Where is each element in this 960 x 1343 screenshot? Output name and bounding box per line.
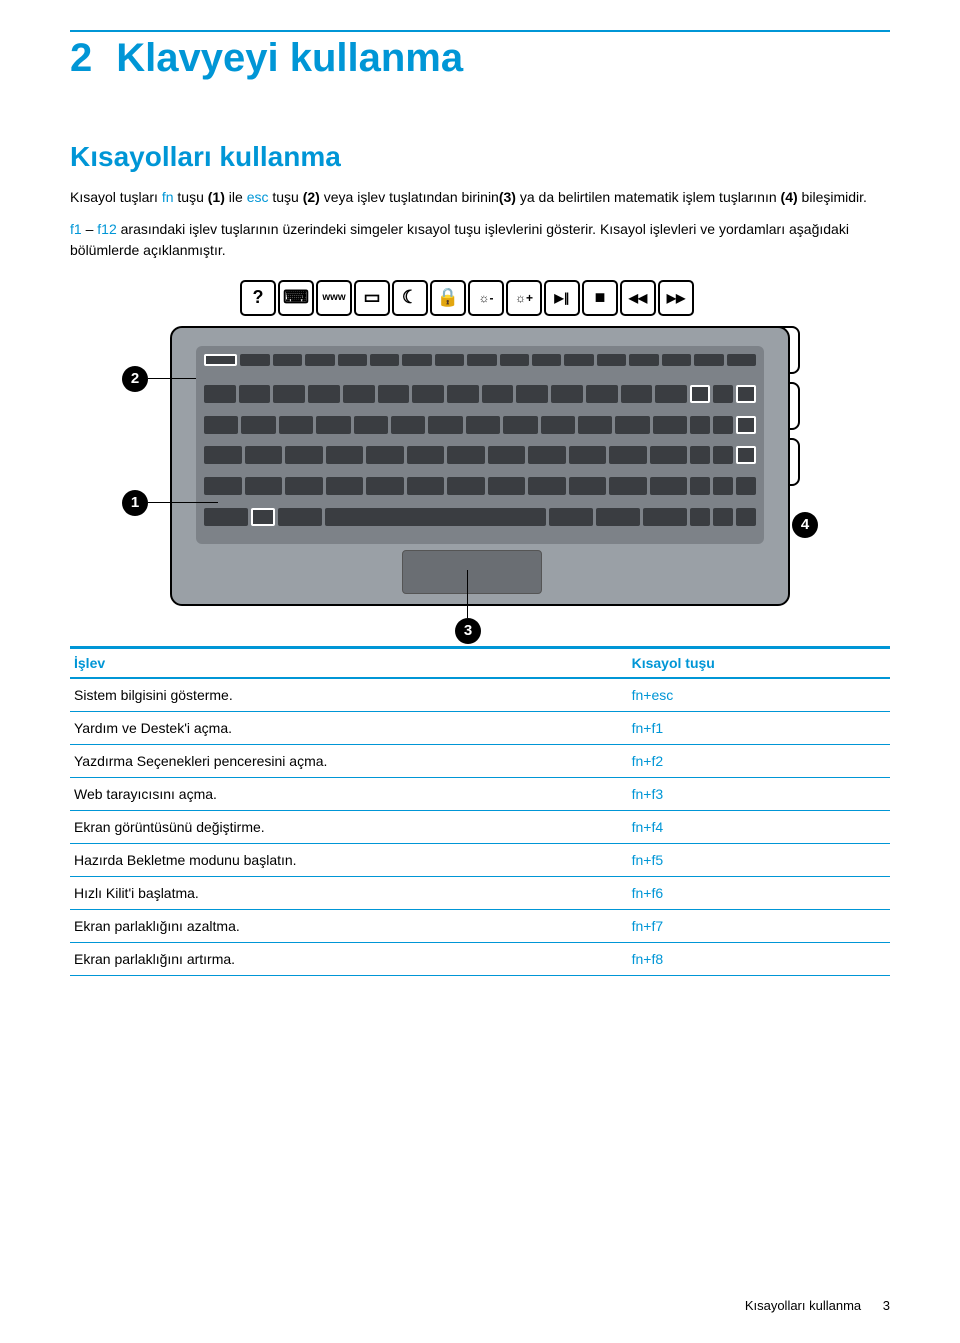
lock-icon: 🔒 <box>430 280 466 316</box>
table-row: Web tarayıcısını açma.fn+f3 <box>70 778 890 810</box>
p1-text: tuşu <box>174 189 208 205</box>
table-row: Ekran parlaklığını artırma.fn+f8 <box>70 943 890 975</box>
intro-paragraph-1: Kısayol tuşları fn tuşu (1) ile esc tuşu… <box>70 187 890 207</box>
keyboard-diagram: ? ⌨ www ▭ ☾ 🔒 ☼- ☼+ ▶∥ ■ ◀◀ ▶▶ 🔇 🔉 🔊 <box>170 280 790 606</box>
table-row: Yardım ve Destek'i açma.fn+f1 <box>70 712 890 744</box>
row-shortcut: fn+f2 <box>628 745 890 777</box>
p2-text: arasındaki işlev tuşlarının üzerindeki s… <box>70 221 849 257</box>
table-header-row: İşlev Kısayol tuşu <box>70 648 890 677</box>
p1-text: Kısayol tuşları <box>70 189 162 205</box>
row-function: Hazırda Bekletme modunu başlatın. <box>70 844 628 876</box>
row-function: Ekran parlaklığını azaltma. <box>70 910 628 942</box>
p2-f12: f12 <box>97 221 116 237</box>
keyboard-rows <box>204 354 756 536</box>
table-row: Hızlı Kilit'i başlatma.fn+f6 <box>70 877 890 909</box>
callout-1: 1 <box>122 490 148 516</box>
footer-page-number: 3 <box>883 1298 890 1313</box>
chapter-number: 2 <box>70 36 92 81</box>
table-row: Ekran parlaklığını azaltma.fn+f7 <box>70 910 890 942</box>
row-function: Sistem bilgisini gösterme. <box>70 679 628 711</box>
display-icon: ▭ <box>354 280 390 316</box>
stop-icon: ■ <box>582 280 618 316</box>
p1-n1: (1) <box>208 189 225 205</box>
keyboard-area <box>196 346 764 544</box>
brightness-down-icon: ☼- <box>468 280 504 316</box>
touchpad <box>402 550 542 594</box>
sleep-icon: ☾ <box>392 280 428 316</box>
play-pause-icon: ▶∥ <box>544 280 580 316</box>
laptop-illustration <box>170 326 790 606</box>
p1-text: bileşimidir. <box>798 189 867 205</box>
row-function: Ekran görüntüsünü değiştirme. <box>70 811 628 843</box>
row-shortcut: fn+f4 <box>628 811 890 843</box>
leader-line <box>148 378 196 379</box>
row-shortcut: fn+esc <box>628 679 890 711</box>
hotkey-table: İşlev Kısayol tuşu Sistem bilgisini göst… <box>70 646 890 976</box>
p1-text: ya da belirtilen matematik işlem tuşları… <box>516 189 781 205</box>
top-rule <box>70 30 890 32</box>
www-icon: www <box>316 280 352 316</box>
fn-key <box>251 508 275 526</box>
footer-section: Kısayolları kullanma <box>745 1298 861 1313</box>
row-shortcut: fn+f6 <box>628 877 890 909</box>
p1-text: ile <box>225 189 247 205</box>
row-function: Ekran parlaklığını artırma. <box>70 943 628 975</box>
section-title: Kısayolları kullanma <box>70 141 890 173</box>
esc-key <box>204 354 237 366</box>
col-shortcut: Kısayol tuşu <box>628 648 890 677</box>
callout-2: 2 <box>122 366 148 392</box>
row-divider <box>70 975 890 976</box>
row-shortcut: fn+f3 <box>628 778 890 810</box>
prev-track-icon: ◀◀ <box>620 280 656 316</box>
intro-paragraph-2: f1 – f12 arasındaki işlev tuşlarının üze… <box>70 219 890 260</box>
chapter-title: Klavyeyi kullanma <box>116 36 463 81</box>
p1-esc: esc <box>247 189 269 205</box>
row-function: Hızlı Kilit'i başlatma. <box>70 877 628 909</box>
row-function: Web tarayıcısını açma. <box>70 778 628 810</box>
table-row: Ekran görüntüsünü değiştirme.fn+f4 <box>70 811 890 843</box>
table-body: Sistem bilgisini gösterme.fn+escYardım v… <box>70 679 890 976</box>
table-row: Hazırda Bekletme modunu başlatın.fn+f5 <box>70 844 890 876</box>
p1-text: tuşu <box>268 189 302 205</box>
row-function: Yardım ve Destek'i açma. <box>70 712 628 744</box>
row-shortcut: fn+f1 <box>628 712 890 744</box>
p2-text: – <box>82 221 98 237</box>
function-row <box>204 354 756 382</box>
table-row: Sistem bilgisini gösterme.fn+esc <box>70 679 890 711</box>
p2-f1: f1 <box>70 221 82 237</box>
row-shortcut: fn+f7 <box>628 910 890 942</box>
chapter-heading: 2 Klavyeyi kullanma <box>70 36 890 81</box>
hotkey-icon-strip: ? ⌨ www ▭ ☾ 🔒 ☼- ☼+ ▶∥ ■ ◀◀ ▶▶ <box>240 280 790 316</box>
row-shortcut: fn+f8 <box>628 943 890 975</box>
p1-n3: (3) <box>499 189 516 205</box>
p1-n4: (4) <box>781 189 798 205</box>
print-icon: ⌨ <box>278 280 314 316</box>
row-function: Yazdırma Seçenekleri penceresini açma. <box>70 745 628 777</box>
callout-4: 4 <box>792 512 818 538</box>
leader-line <box>467 570 468 618</box>
callout-3: 3 <box>455 618 481 644</box>
help-icon: ? <box>240 280 276 316</box>
next-track-icon: ▶▶ <box>658 280 694 316</box>
col-function: İşlev <box>70 648 628 677</box>
p1-fn: fn <box>162 189 174 205</box>
page: 2 Klavyeyi kullanma Kısayolları kullanma… <box>0 0 960 1343</box>
leader-line <box>148 502 218 503</box>
brightness-up-icon: ☼+ <box>506 280 542 316</box>
table-row: Yazdırma Seçenekleri penceresini açma.fn… <box>70 745 890 777</box>
p1-text: veya işlev tuşlatından birinin <box>320 189 499 205</box>
page-footer: Kısayolları kullanma 3 <box>745 1298 890 1313</box>
p1-n2: (2) <box>303 189 320 205</box>
row-shortcut: fn+f5 <box>628 844 890 876</box>
